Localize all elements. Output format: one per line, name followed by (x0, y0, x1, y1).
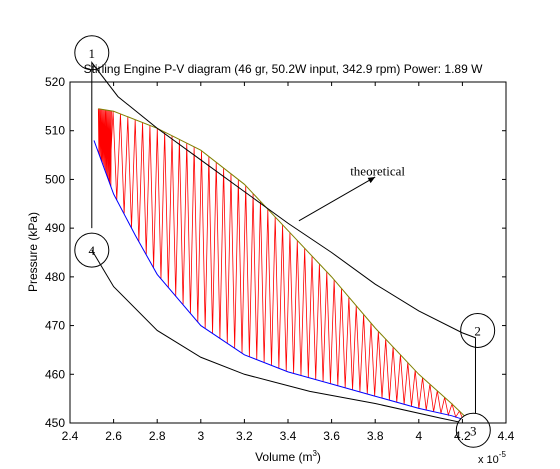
upper-measured-line (98, 108, 468, 419)
x-tick-label: 4 (415, 429, 422, 443)
y-tick-label: 510 (45, 124, 65, 138)
y-axis-label: Pressure (kPa) (26, 212, 40, 292)
state-point-2-circle (460, 312, 496, 348)
x-tick-label: 3.8 (367, 429, 384, 443)
x-tick-label: 4.4 (498, 429, 515, 443)
x-tick-label: 4.2 (454, 429, 471, 443)
state-point-1-circle (74, 35, 110, 71)
x-tick-label: 2.6 (105, 429, 122, 443)
x-tick-label: 2.4 (62, 429, 79, 443)
theoretical-arrow-line (298, 176, 376, 222)
x-multiplier-label: x 10-5 (478, 450, 506, 466)
theoretical-label: theoretical (350, 163, 405, 178)
y-tick-label: 450 (45, 416, 65, 430)
theoretical-arrow-head (367, 176, 376, 184)
x-axis: 2.4 2.6 2.8 3 3.2 3.4 3.6 3.8 4 4.2 4.4 (62, 82, 515, 443)
chart-title: Stirling Engine P-V diagram (46 gr, 50.2… (84, 62, 484, 76)
y-tick-label: 460 (45, 367, 65, 381)
y-tick-label: 490 (45, 221, 65, 235)
state-point-1-label: 1 (89, 46, 96, 61)
x-tick-label: 3.2 (236, 429, 253, 443)
x-axis-label: Volume (m3) (255, 449, 321, 464)
x-tick-label: 3.6 (323, 429, 340, 443)
x-tick-label: 3.4 (280, 429, 297, 443)
state-point-2-label: 2 (474, 323, 481, 338)
state-point-3-circle (455, 412, 491, 448)
y-tick-label: 470 (45, 319, 65, 333)
x-tick-label: 2.8 (149, 429, 166, 443)
annotation-layer: 1 2 3 4 theoretical (74, 35, 496, 448)
y-tick-label: 480 (45, 270, 65, 284)
state-point-4-label: 4 (89, 243, 96, 258)
state-point-4-circle (74, 232, 110, 268)
theoretical-cycle-line (91, 61, 476, 427)
series-layer (91, 61, 476, 427)
y-tick-label: 520 (45, 75, 65, 89)
y-axis: 450 460 470 480 490 500 510 520 (45, 75, 506, 430)
y-tick-label: 500 (45, 172, 65, 186)
x-tick-label: 3 (197, 429, 204, 443)
state-point-3-label: 3 (470, 423, 477, 438)
lower-measured-line (93, 140, 467, 422)
